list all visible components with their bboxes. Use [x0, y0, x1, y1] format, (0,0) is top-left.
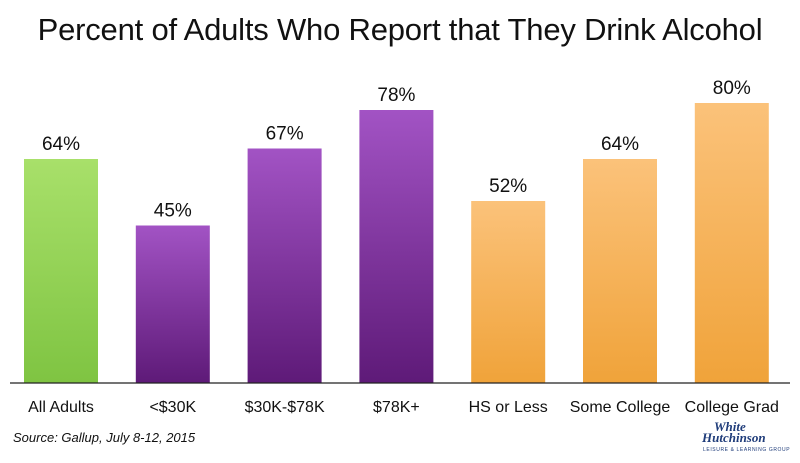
bar-3 — [359, 110, 434, 383]
value-label-4: 52% — [489, 176, 527, 197]
bar-6 — [694, 103, 769, 383]
bar-4 — [471, 201, 546, 383]
company-logo: White Hutchinson LEISURE & LEARNING GROU… — [702, 419, 791, 453]
bars-group — [24, 103, 769, 383]
bar-5 — [583, 159, 657, 383]
bar-2 — [247, 148, 322, 383]
value-label-5: 64% — [601, 134, 639, 155]
value-labels-group: 64% 45% 67% 78% 52% 64% 80% — [42, 78, 751, 222]
value-label-2: 67% — [266, 124, 304, 145]
value-label-0: 64% — [42, 134, 80, 155]
category-label-3: $78K+ — [373, 399, 420, 416]
bar-1 — [135, 225, 210, 383]
category-labels-group: All Adults <$30K $30K-$78K $78K+ HS or Less S… — [28, 399, 779, 416]
category-label-5: Some College — [570, 399, 671, 416]
value-label-1: 45% — [154, 201, 192, 222]
category-label-1: <$30K — [149, 399, 196, 416]
bar-0 — [24, 159, 98, 383]
value-label-6: 80% — [713, 78, 751, 99]
chart-title: Percent of Adults Who Report that They D… — [37, 12, 763, 47]
value-label-3: 78% — [377, 85, 415, 106]
category-label-0: All Adults — [28, 399, 94, 416]
source-note: Source: Gallup, July 8-12, 2015 — [13, 430, 196, 445]
category-label-2: $30K-$78K — [245, 399, 325, 416]
category-label-6: College Grad — [685, 399, 779, 416]
category-label-4: HS or Less — [469, 399, 548, 416]
